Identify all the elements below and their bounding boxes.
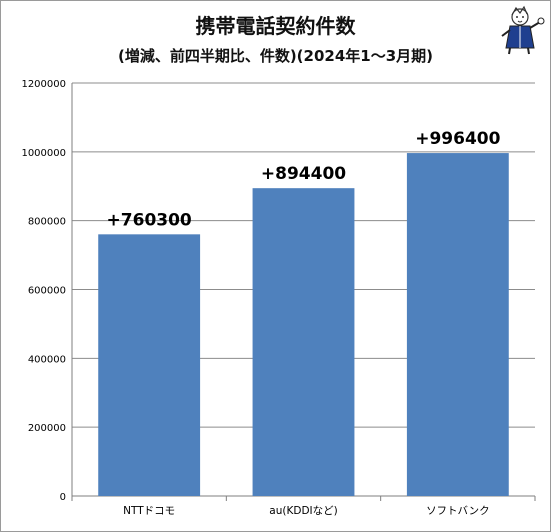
y-tick-label: 1000000 [21,148,66,159]
data-label: +996400 [415,129,500,149]
bar [406,153,509,496]
y-tick-label: 200000 [28,423,66,434]
y-tick-label: 800000 [28,217,66,228]
y-tick-label: 600000 [28,286,66,297]
y-tick-label: 1200000 [21,79,66,90]
y-tick-label: 400000 [28,354,66,365]
bar [98,234,201,496]
x-tick-label: NTTドコモ [123,505,175,517]
chart-title: 携帯電話契約件数 [195,14,356,38]
x-tick-label: au(KDDIなど) [269,505,337,517]
data-label: +760300 [107,210,192,230]
bar [252,188,355,496]
x-tick-label: ソフトバンク [426,505,490,517]
y-tick-label: 0 [60,492,66,503]
data-label: +894400 [261,164,346,184]
mascot-icon [501,5,545,55]
chart-subtitle: (増減、前四半期比、件数)(2024年1～3月期) [117,47,434,65]
